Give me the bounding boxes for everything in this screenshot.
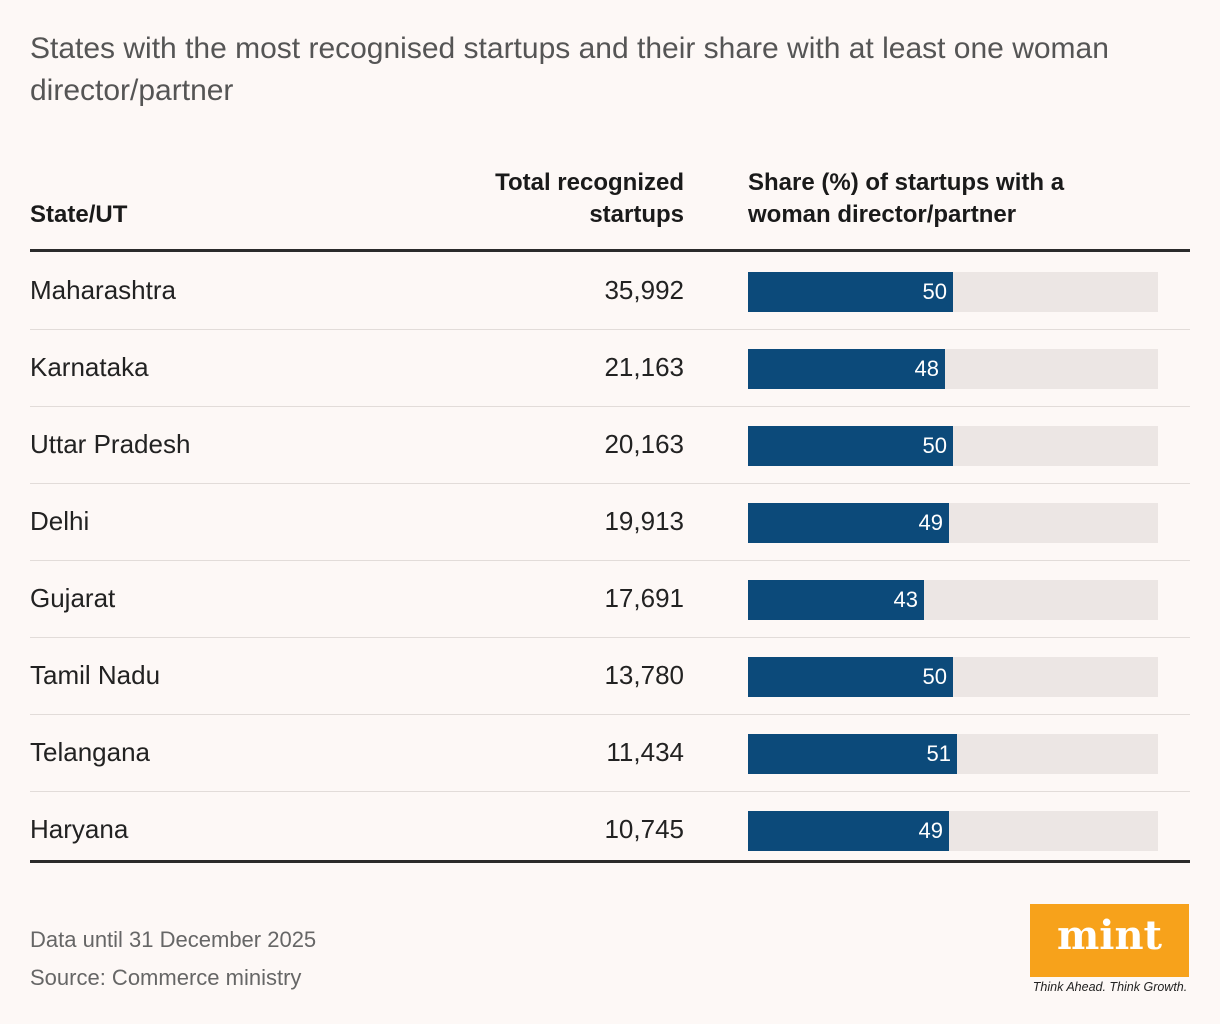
share-bar-track: 49 xyxy=(748,503,1158,543)
header-state: State/UT xyxy=(30,201,128,228)
total-value: 35,992 xyxy=(604,275,684,305)
total-value: 20,163 xyxy=(604,429,684,459)
header-total: Total recognized startups xyxy=(424,167,684,231)
logo-tagline: Think Ahead. Think Growth. xyxy=(1032,980,1188,994)
table-row: Telangana 11,434 51 xyxy=(30,715,1190,792)
share-value-label: 43 xyxy=(893,587,918,612)
table-row: Maharashtra 35,992 50 xyxy=(30,253,1190,330)
data-note: Data until 31 December 2025 xyxy=(30,927,317,952)
total-value: 10,745 xyxy=(604,814,684,844)
share-bar: 48 xyxy=(748,349,945,389)
total-value: 11,434 xyxy=(606,737,684,767)
table-row: Tamil Nadu 13,780 50 xyxy=(30,638,1190,715)
state-label: Uttar Pradesh xyxy=(30,429,191,459)
header-rule xyxy=(30,249,1190,252)
logo-wordmark: mint xyxy=(1056,912,1163,959)
share-bar-track: 51 xyxy=(748,734,1158,774)
share-bar: 49 xyxy=(748,503,949,543)
share-bar-track: 50 xyxy=(748,657,1158,697)
mint-logo: mint xyxy=(1030,904,1189,977)
share-value-label: 49 xyxy=(918,818,943,843)
share-bar: 51 xyxy=(748,734,957,774)
share-value-label: 50 xyxy=(922,433,947,458)
table-header: State/UT Total recognized startups Share… xyxy=(30,167,1190,249)
share-bar: 49 xyxy=(748,811,949,851)
share-value-label: 48 xyxy=(914,356,939,381)
share-bar: 50 xyxy=(748,426,953,466)
share-bar: 50 xyxy=(748,657,953,697)
chart-title: States with the most recognised startups… xyxy=(30,32,1109,107)
share-bar-track: 50 xyxy=(748,272,1158,312)
table-row: Gujarat 17,691 43 xyxy=(30,561,1190,638)
table-row: Karnataka 21,163 48 xyxy=(30,330,1190,407)
header-total-line2: startups xyxy=(589,201,684,228)
state-label: Karnataka xyxy=(30,352,149,382)
header-share-line1: Share (%) of startups with a xyxy=(748,169,1065,196)
state-label: Maharashtra xyxy=(30,275,176,305)
state-label: Gujarat xyxy=(30,583,116,613)
state-label: Tamil Nadu xyxy=(30,660,161,690)
table-body: Maharashtra 35,992 50 Karnataka 21,163 48 Utta… xyxy=(30,253,1190,868)
table-row: Haryana 10,745 49 xyxy=(30,792,1190,868)
source-note: Source: Commerce ministry xyxy=(30,965,302,990)
share-bar-track: 48 xyxy=(748,349,1158,389)
state-label: Telangana xyxy=(30,737,150,767)
total-value: 19,913 xyxy=(604,506,684,536)
state-label: Delhi xyxy=(30,506,90,536)
share-bar-track: 43 xyxy=(748,580,1158,620)
header-total-line1: Total recognized xyxy=(495,169,684,196)
state-label: Haryana xyxy=(30,814,129,844)
header-share-line2: woman director/partner xyxy=(748,201,1017,228)
share-bar: 43 xyxy=(748,580,924,620)
share-value-label: 51 xyxy=(926,741,951,766)
footer-rule xyxy=(30,860,1190,863)
table-row: Delhi 19,913 49 xyxy=(30,484,1190,561)
share-value-label: 50 xyxy=(922,664,947,689)
share-bar-track: 49 xyxy=(748,811,1158,851)
total-value: 21,163 xyxy=(604,352,684,382)
share-value-label: 50 xyxy=(922,279,947,304)
total-value: 17,691 xyxy=(604,583,684,613)
table-row: Uttar Pradesh 20,163 50 xyxy=(30,407,1190,484)
share-bar-track: 50 xyxy=(748,426,1158,466)
share-bar: 50 xyxy=(748,272,953,312)
header-share: Share (%) of startups with a woman direc… xyxy=(748,167,1108,231)
total-value: 13,780 xyxy=(604,660,684,690)
share-value-label: 49 xyxy=(918,510,943,535)
